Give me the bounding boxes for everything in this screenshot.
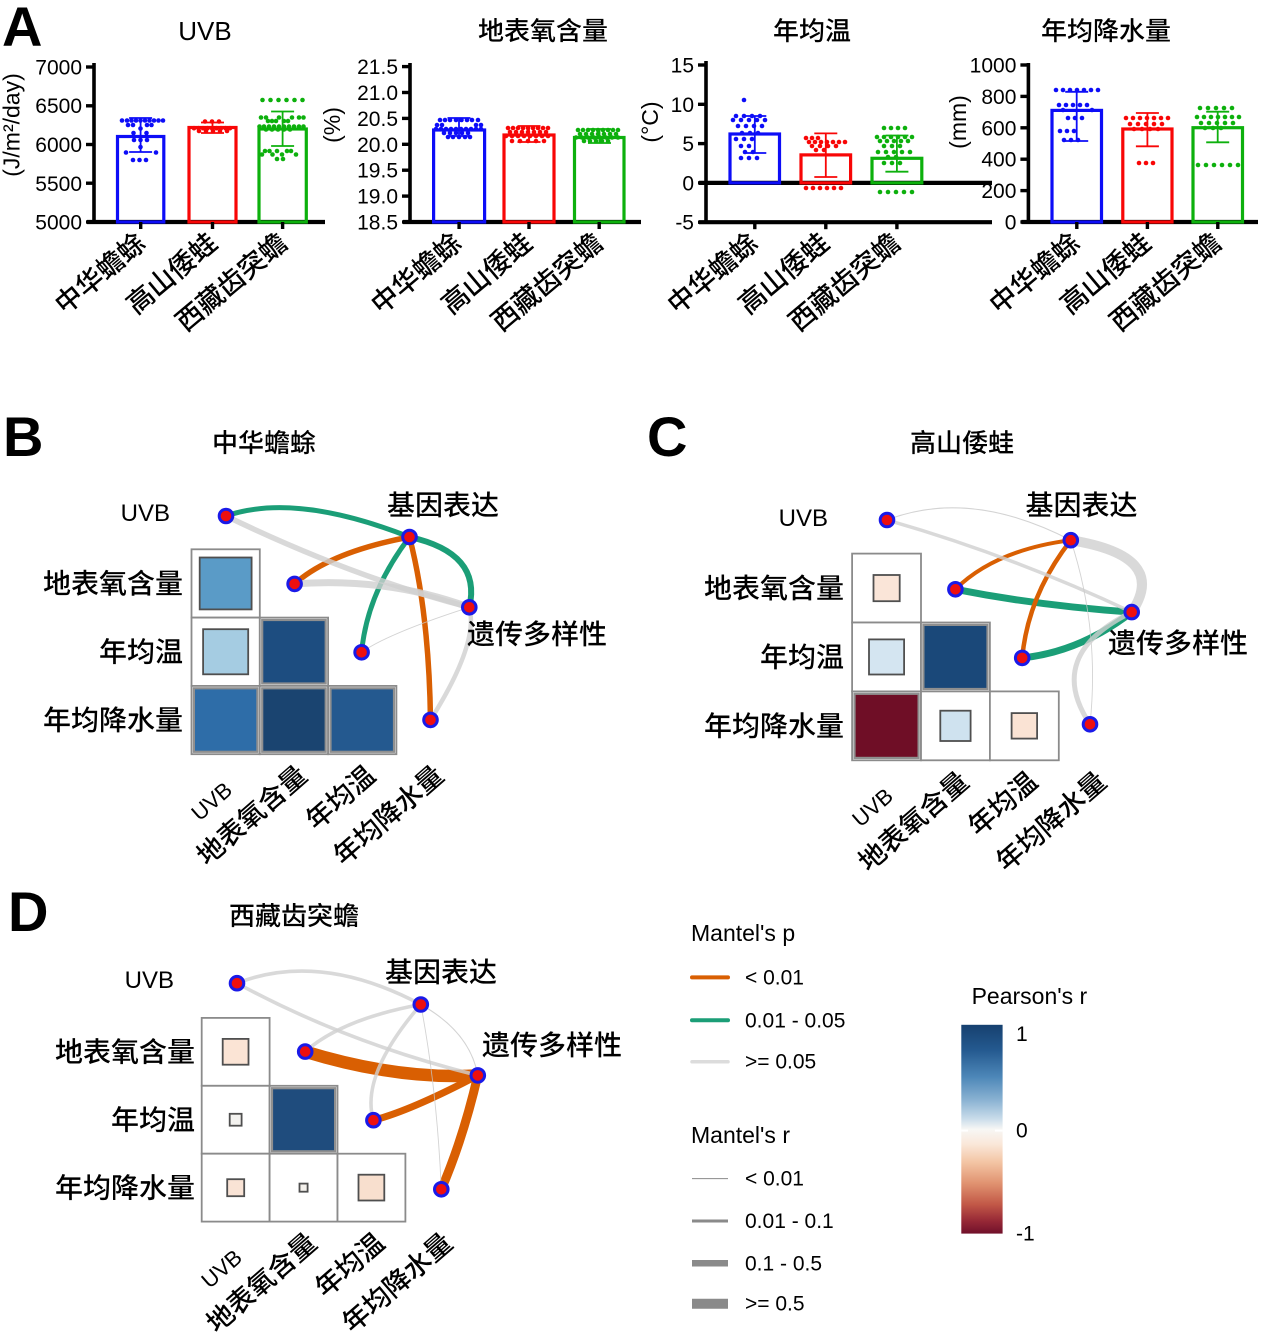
svg-text:(°C): (°C) — [637, 101, 663, 142]
svg-text:C: C — [647, 405, 687, 468]
svg-text:1000: 1000 — [970, 55, 1017, 78]
svg-text:< 0.01: < 0.01 — [745, 1168, 804, 1191]
svg-text:18.5: 18.5 — [357, 212, 398, 235]
svg-text:UVB: UVB — [125, 967, 174, 994]
svg-text:-5: -5 — [675, 212, 694, 235]
svg-text:>= 0.05: >= 0.05 — [745, 1051, 816, 1074]
svg-text:21.5: 21.5 — [357, 56, 398, 79]
svg-text:UVB: UVB — [121, 500, 170, 527]
svg-text:< 0.01: < 0.01 — [745, 966, 804, 989]
svg-text:D: D — [8, 880, 48, 943]
svg-text:20.0: 20.0 — [357, 134, 398, 157]
svg-text:Mantel's r: Mantel's r — [691, 1122, 790, 1148]
svg-text:UVB: UVB — [178, 16, 231, 46]
svg-text:7000: 7000 — [35, 57, 82, 80]
svg-text:6000: 6000 — [35, 134, 82, 157]
svg-text:UVB: UVB — [779, 505, 828, 532]
svg-text:6500: 6500 — [35, 95, 82, 118]
svg-text:0.01 - 0.1: 0.01 - 0.1 — [745, 1210, 834, 1233]
svg-text:0: 0 — [1016, 1120, 1028, 1143]
svg-text:-1: -1 — [1016, 1223, 1035, 1246]
svg-text:(%): (%) — [319, 107, 345, 143]
svg-text:19.5: 19.5 — [357, 160, 398, 183]
svg-text:5500: 5500 — [35, 173, 82, 196]
svg-text:400: 400 — [981, 149, 1016, 172]
svg-text:B: B — [3, 405, 43, 468]
svg-text:0.1 - 0.5: 0.1 - 0.5 — [745, 1252, 822, 1275]
svg-text:5000: 5000 — [35, 212, 82, 235]
svg-text:0: 0 — [1005, 212, 1017, 235]
svg-text:10: 10 — [671, 94, 694, 117]
svg-text:800: 800 — [981, 86, 1016, 109]
svg-text:0: 0 — [682, 172, 694, 195]
svg-text:21.0: 21.0 — [357, 82, 398, 105]
svg-text:A: A — [2, 0, 42, 58]
svg-text:200: 200 — [981, 180, 1016, 203]
svg-text:600: 600 — [981, 117, 1016, 140]
svg-text:1: 1 — [1016, 1023, 1028, 1046]
svg-text:(mm): (mm) — [945, 95, 971, 149]
svg-text:Mantel's p: Mantel's p — [691, 920, 795, 946]
svg-text:15: 15 — [671, 55, 694, 78]
svg-text:19.0: 19.0 — [357, 186, 398, 209]
svg-text:20.5: 20.5 — [357, 108, 398, 131]
svg-text:5: 5 — [682, 133, 694, 156]
svg-text:0.01 - 0.05: 0.01 - 0.05 — [745, 1009, 845, 1032]
svg-text:>= 0.5: >= 0.5 — [745, 1293, 805, 1316]
svg-text:(J/m²/day): (J/m²/day) — [0, 73, 25, 177]
svg-text:Pearson's r: Pearson's r — [972, 983, 1088, 1009]
